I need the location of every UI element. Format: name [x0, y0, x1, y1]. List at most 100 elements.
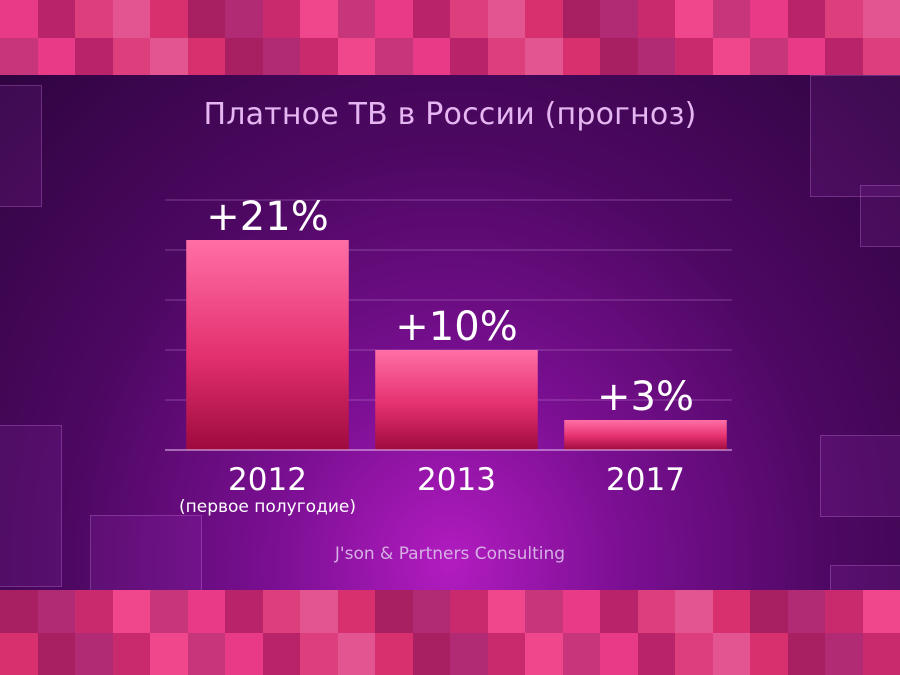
decor-tile — [750, 632, 789, 675]
decor-cube — [830, 565, 900, 590]
decor-tile — [675, 37, 714, 75]
decor-tile — [112, 590, 151, 634]
bar — [564, 420, 727, 450]
decor-tile — [150, 590, 189, 634]
decor-tile — [337, 590, 376, 634]
decor-cube — [860, 185, 900, 247]
decor-tile — [337, 632, 376, 675]
decor-tile — [787, 0, 826, 39]
decor-tile — [675, 632, 714, 675]
decor-tile — [187, 590, 226, 634]
decor-tile — [562, 37, 601, 75]
decor-tile — [637, 632, 676, 675]
decor-tile — [675, 590, 714, 634]
decor-tile — [187, 0, 226, 39]
decor-tile — [337, 0, 376, 39]
decor-tile — [225, 590, 264, 634]
decor-tile — [75, 590, 114, 634]
decor-tile — [712, 590, 751, 634]
decor-tile — [562, 590, 601, 634]
decor-tile — [525, 632, 564, 675]
decor-tile — [750, 590, 789, 634]
decor-tile — [187, 37, 226, 75]
decor-tile — [262, 632, 301, 675]
decor-tile — [300, 632, 339, 675]
decor-tile — [862, 590, 900, 634]
decor-tile — [75, 37, 114, 75]
decor-tile — [300, 590, 339, 634]
decor-tile — [712, 0, 751, 39]
decor-tile — [637, 37, 676, 75]
decor-tile — [487, 590, 526, 634]
decor-tile — [37, 590, 76, 634]
decor-tile — [262, 590, 301, 634]
decor-tile — [450, 632, 489, 675]
decor-tile — [787, 37, 826, 75]
decor-tile — [150, 37, 189, 75]
decor-tile — [150, 0, 189, 39]
decor-tile — [637, 590, 676, 634]
data-label: +10% — [395, 304, 517, 350]
x-tick-note: (первое полугодие) — [179, 497, 356, 517]
decor-tile — [562, 0, 601, 39]
decor-tile — [225, 37, 264, 75]
decor-tile — [600, 590, 639, 634]
decor-tile — [750, 37, 789, 75]
decor-tile — [0, 632, 39, 675]
decor-tile — [412, 37, 451, 75]
chart-background — [0, 75, 900, 590]
decor-cube — [0, 85, 42, 207]
decor-tile — [562, 632, 601, 675]
decor-tile — [450, 0, 489, 39]
decor-tile — [150, 632, 189, 675]
decor-tile — [825, 590, 864, 634]
decor-tile — [787, 590, 826, 634]
decor-tile — [712, 37, 751, 75]
decor-tile — [450, 37, 489, 75]
x-tick-label: 2013 — [417, 462, 496, 498]
decor-tile — [862, 0, 900, 39]
decor-cube — [0, 425, 62, 587]
decor-tile — [112, 632, 151, 675]
decor-tile — [75, 632, 114, 675]
bar — [375, 350, 538, 450]
bottom-decor-band — [0, 590, 900, 675]
decor-tile — [412, 632, 451, 675]
source-credit: J'son & Partners Consulting — [334, 544, 566, 564]
decor-tile — [787, 632, 826, 675]
decor-tile — [487, 37, 526, 75]
decor-tile — [300, 0, 339, 39]
decor-tile — [600, 632, 639, 675]
decor-tile — [825, 632, 864, 675]
decor-tile — [525, 37, 564, 75]
decor-cube — [810, 75, 900, 197]
decor-cube — [90, 515, 202, 590]
top-decor-band — [0, 0, 900, 75]
decor-tile — [0, 590, 39, 634]
decor-tile — [375, 632, 414, 675]
decor-tile — [300, 37, 339, 75]
decor-tile — [637, 0, 676, 39]
decor-tile — [675, 0, 714, 39]
decor-tile — [375, 590, 414, 634]
chart-title: Платное ТВ в России (прогноз) — [203, 97, 697, 132]
decor-tile — [337, 37, 376, 75]
decor-tile — [750, 0, 789, 39]
decor-tile — [37, 37, 76, 75]
decor-tile — [37, 0, 76, 39]
bar — [186, 240, 349, 450]
x-tick-label: 2017 — [606, 462, 685, 498]
decor-tile — [412, 0, 451, 39]
decor-tile — [412, 590, 451, 634]
decor-tile — [487, 632, 526, 675]
decor-tile — [112, 0, 151, 39]
decor-tile — [525, 590, 564, 634]
decor-tile — [187, 632, 226, 675]
decor-tile — [37, 632, 76, 675]
decor-tile — [712, 632, 751, 675]
data-label: +3% — [597, 374, 694, 420]
decor-tile — [225, 0, 264, 39]
decor-tile — [0, 0, 39, 39]
decor-tile — [825, 37, 864, 75]
